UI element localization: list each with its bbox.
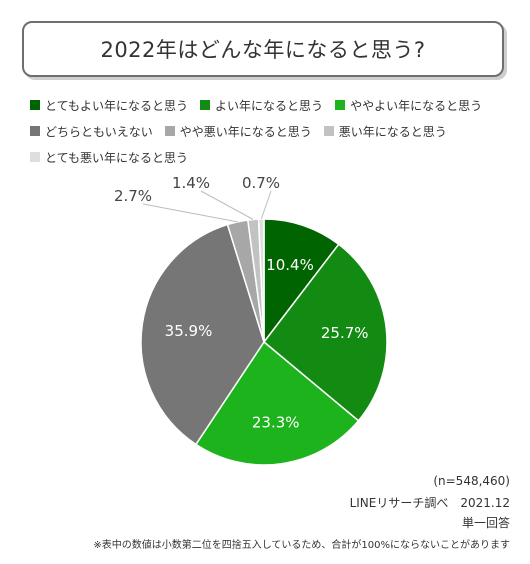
legend-item-very-good: とてもよい年になると思う <box>30 97 188 114</box>
pie-slice-0 <box>263 218 340 345</box>
source-note: LINEリサーチ調べ 2021.12 <box>349 496 510 510</box>
legend-swatch <box>164 126 175 136</box>
legend-row: とてもよい年になると思う よい年になると思う ややよい年になると思う <box>30 92 520 118</box>
legend-swatch <box>323 126 334 136</box>
legend-row: どちらともいえない やや悪い年になると思う 悪い年になると思う <box>30 118 520 144</box>
leader-line-4 <box>142 203 238 223</box>
footnote: ※表中の数値は小数第二位を四捨五入しているため、合計が100%にならないことがあ… <box>93 540 510 551</box>
legend-swatch <box>335 100 346 110</box>
legend-item-very-bad: とても悪い年になると思う <box>30 149 188 166</box>
leader-line-6 <box>260 190 272 220</box>
slice-label-3: 35.9% <box>165 322 213 340</box>
pie-slice-6 <box>257 218 265 343</box>
legend-swatch <box>30 152 40 162</box>
slice-label-1: 25.7% <box>321 324 369 342</box>
slice-label-2: 23.3% <box>252 413 300 431</box>
legend-label: よい年になると思う <box>215 98 324 113</box>
legend-label: 悪い年になると思う <box>338 124 447 139</box>
legend-label: とてもよい年になると思う <box>45 98 189 113</box>
legend: とてもよい年になると思う よい年になると思う ややよい年になると思う どちらとも… <box>30 92 520 170</box>
pie-slice-2 <box>194 340 360 466</box>
slice-label-4: 2.7% <box>114 187 152 205</box>
answer-type: 単一回答 <box>461 516 510 530</box>
legend-item-neutral: どちらともいえない <box>30 123 153 140</box>
legend-label: ややよい年になると思う <box>350 98 483 113</box>
chart-title: 2022年はどんな年になると思う? <box>22 21 504 77</box>
legend-swatch <box>30 100 40 110</box>
legend-swatch <box>30 126 40 136</box>
legend-item-bad: 悪い年になると思う <box>323 123 447 140</box>
legend-item-somewhat-bad: やや悪い年になると思う <box>164 123 312 140</box>
legend-label: どちらともいえない <box>45 124 153 139</box>
leader-line-5 <box>200 190 254 220</box>
slice-label-0: 10.4% <box>266 256 314 274</box>
sample-size: (n=548,460) <box>433 474 510 488</box>
slice-label-6: 0.7% <box>242 174 280 192</box>
legend-label: とても悪い年になると思う <box>45 150 189 165</box>
pie-slice-1 <box>262 243 388 422</box>
pie-slice-3 <box>140 223 265 446</box>
legend-swatch <box>200 100 211 110</box>
legend-row: とても悪い年になると思う <box>30 144 520 170</box>
legend-item-somewhat-good: ややよい年になると思う <box>335 97 482 114</box>
legend-label: やや悪い年になると思う <box>179 124 312 139</box>
legend-item-good: よい年になると思う <box>200 97 323 114</box>
slice-label-5: 1.4% <box>172 174 210 192</box>
